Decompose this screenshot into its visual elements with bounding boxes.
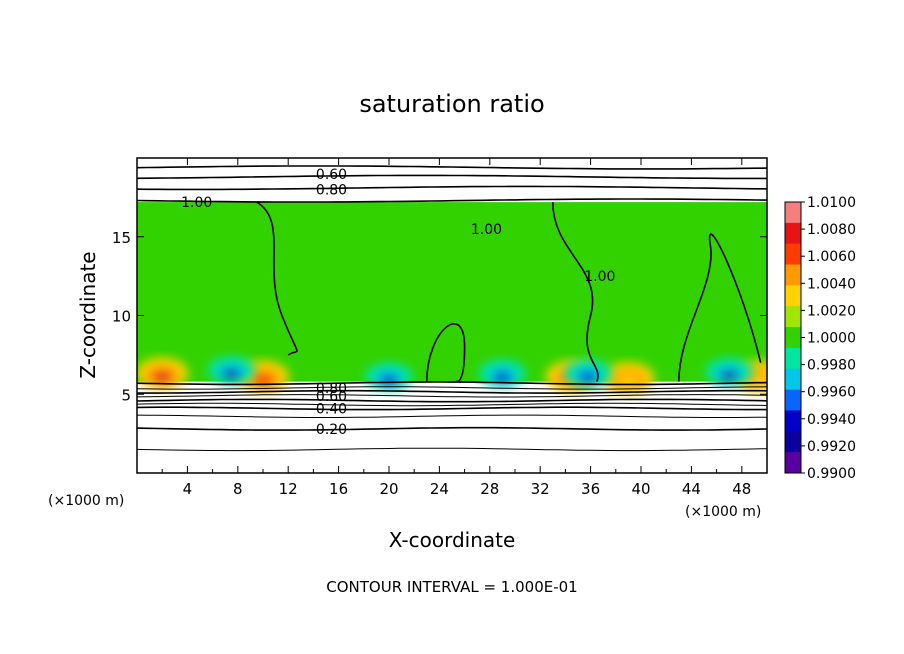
contour-label: 0.80: [316, 183, 347, 199]
colorbar-label: 0.9900: [807, 466, 856, 482]
contour-labels: 0.600.801.001.001.000.800.600.400.20: [181, 167, 615, 438]
contour-label: 0.20: [316, 422, 347, 438]
y-axis-ticks: 5 10 15: [112, 229, 767, 404]
contour-label: 1.00: [584, 269, 615, 285]
contour-line: [137, 174, 767, 180]
contour-line: [137, 406, 767, 411]
colorbar-cell: [785, 389, 801, 411]
colorbar-label: 1.0000: [807, 331, 856, 347]
x-tick-label: 44: [682, 480, 701, 498]
contour-label: 0.80: [316, 381, 347, 397]
contour-label: 0.60: [316, 389, 347, 405]
contour-line: [137, 185, 767, 191]
x-unit-left: (×1000 m): [48, 493, 124, 509]
colorbar-cell: [785, 264, 801, 286]
colorbar: 1.0100 1.0080 1.0060 1.0040 1.0020 1.0000 0.99…: [784, 195, 856, 482]
colorbar-label: 1.0040: [807, 276, 856, 292]
x-axis-ticks: 4 8 12 16 20 24 28 32 36 40 44 48: [161, 158, 751, 498]
colorbar-labels: 1.0100 1.0080 1.0060 1.0040 1.0020 1.0000 0.99…: [801, 195, 856, 482]
contour-line: [426, 323, 466, 383]
cold-spot: [478, 359, 527, 388]
colorbar-cell: [785, 452, 801, 474]
contour-line: [678, 233, 762, 382]
colorbar-label: 1.0060: [807, 249, 856, 265]
chart-title: saturation ratio: [359, 90, 544, 118]
colorbar-label: 1.0080: [807, 222, 856, 238]
colorbar-label: 0.9980: [807, 358, 856, 374]
contour-lines: [137, 165, 767, 452]
colorbar-label: 0.9960: [807, 385, 856, 401]
contour-line: [137, 447, 767, 452]
x-tick-label: 16: [329, 480, 348, 498]
contour-line: [137, 198, 767, 203]
x-tick-label: 4: [183, 480, 193, 498]
contour-label: 1.00: [181, 195, 212, 211]
contour-label: 0.60: [316, 167, 347, 183]
colorbar-cell: [785, 306, 801, 328]
cold-spot: [564, 359, 613, 388]
contour-line: [137, 389, 767, 394]
cold-spot: [207, 356, 256, 385]
contour-label: 1.00: [471, 222, 502, 238]
colorbar-cell: [785, 327, 801, 349]
x-unit-right: (×1000 m): [685, 504, 761, 520]
y-tick-label: 10: [112, 308, 131, 326]
y-axis-label: Z-coordinate: [76, 251, 100, 378]
y-tick-label: 15: [112, 229, 131, 247]
contour-line: [137, 402, 767, 407]
contour-line: [552, 202, 599, 382]
colorbar-label: 0.9940: [807, 412, 856, 428]
colorbar-cell: [785, 222, 801, 245]
contour-label: 0.40: [316, 401, 347, 417]
colorbar-cell: [785, 243, 801, 266]
contour-line: [137, 426, 767, 431]
x-tick-label: 24: [430, 480, 449, 498]
x-tick-label: 36: [581, 480, 600, 498]
cold-spot: [705, 357, 754, 386]
cloud-layer: [137, 202, 767, 382]
contour-line: [137, 394, 767, 398]
colorbar-cells: [785, 202, 801, 474]
colorbar-label: 1.0100: [807, 195, 856, 211]
x-tick-label: 12: [279, 480, 298, 498]
colorbar-cell: [785, 285, 801, 307]
x-axis-label: X-coordinate: [389, 528, 516, 552]
contour-interval-note: CONTOUR INTERVAL = 1.000E-01: [326, 578, 577, 596]
colorbar-cell: [785, 202, 801, 224]
contour-line: [137, 414, 767, 418]
contour-line: [256, 201, 298, 356]
warm-spot: [137, 357, 189, 390]
plot-area: 0.600.801.001.001.000.800.600.400.20: [137, 158, 767, 473]
contour-line: [137, 381, 767, 386]
contour-line: [137, 386, 767, 390]
x-tick-label: 8: [233, 480, 243, 498]
colorbar-label: 1.0020: [807, 303, 856, 319]
x-tick-label: 48: [732, 480, 751, 498]
x-tick-label: 40: [631, 480, 650, 498]
contour-line: [137, 398, 767, 403]
x-tick-label: 20: [379, 480, 398, 498]
y-tick-label: 5: [121, 386, 131, 404]
x-tick-label: 32: [531, 480, 550, 498]
colorbar-cell: [785, 431, 801, 453]
colorbar-cell: [785, 347, 801, 370]
colorbar-cell: [785, 410, 801, 432]
contour-line: [137, 165, 767, 170]
colorbar-label: 0.9920: [807, 439, 856, 455]
x-tick-label: 28: [480, 480, 499, 498]
colorbar-cell: [785, 368, 801, 391]
